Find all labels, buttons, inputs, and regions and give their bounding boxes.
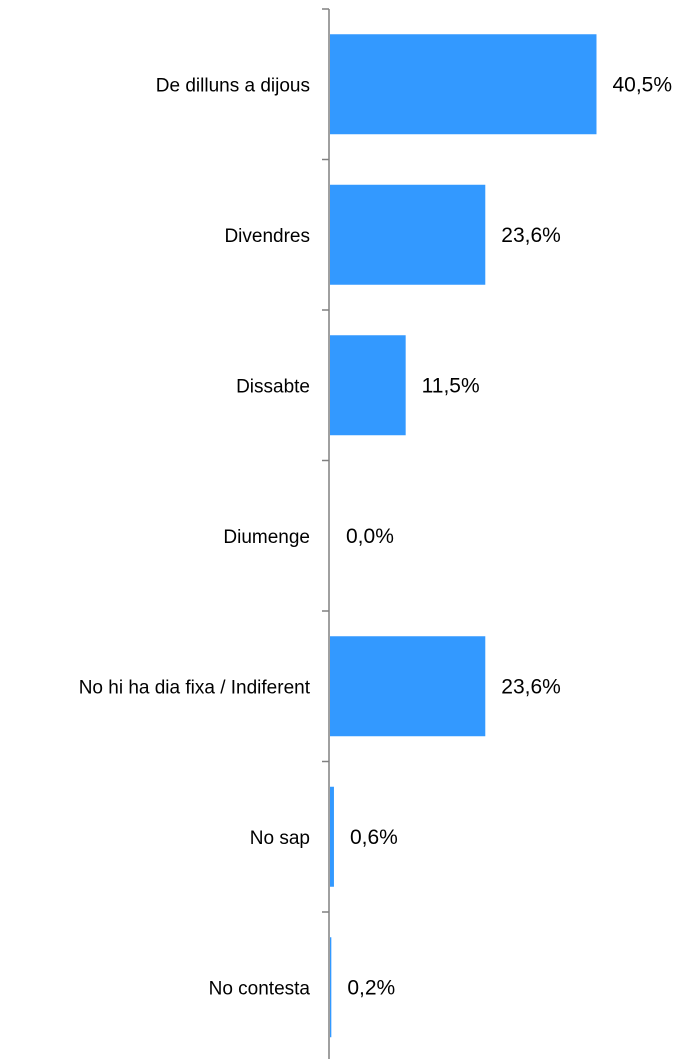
data-label: 0,6% <box>350 826 398 849</box>
data-label: 23,6% <box>501 224 561 247</box>
data-label: 0,2% <box>347 976 395 999</box>
bar <box>330 786 334 887</box>
category-label: Diumenge <box>223 527 310 548</box>
bar <box>330 636 486 737</box>
category-label: No hi ha dia fixa / Indiferent <box>79 677 311 698</box>
category-label: No sap <box>250 828 310 849</box>
data-label: 11,5% <box>422 374 480 397</box>
bar <box>330 937 332 1038</box>
category-label: No contesta <box>209 978 311 999</box>
bar <box>330 34 597 135</box>
category-label: Divendres <box>224 226 310 247</box>
data-label: 0,0% <box>346 525 394 548</box>
data-label: 40,5% <box>612 73 672 96</box>
data-label: 23,6% <box>501 675 561 698</box>
category-label: Dissabte <box>236 376 310 397</box>
bar <box>330 184 486 285</box>
category-label: De dilluns a dijous <box>156 75 310 96</box>
bar <box>330 335 406 436</box>
